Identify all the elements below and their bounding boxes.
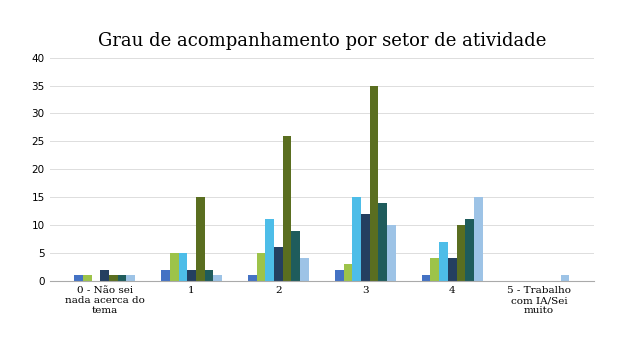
Bar (274, 247, 283, 281)
Bar (283, 136, 292, 281)
Bar (344, 264, 352, 281)
Bar (335, 270, 344, 281)
Bar (178, 253, 187, 281)
Bar (266, 219, 274, 281)
Bar (83, 275, 92, 281)
Bar (465, 219, 474, 281)
Bar (248, 275, 257, 281)
Bar (109, 275, 118, 281)
Bar (448, 258, 457, 281)
Bar (352, 197, 361, 281)
Bar (257, 253, 266, 281)
Bar (187, 270, 196, 281)
Bar (214, 275, 222, 281)
Bar (196, 197, 205, 281)
Bar (387, 225, 396, 281)
Bar (100, 270, 109, 281)
Bar (361, 214, 370, 281)
Bar (300, 258, 309, 281)
Bar (74, 275, 83, 281)
Bar (292, 230, 300, 281)
Bar (205, 270, 214, 281)
Bar (370, 85, 378, 281)
Bar (378, 203, 387, 281)
Bar (474, 197, 483, 281)
Title: Grau de acompanhamento por setor de atividade: Grau de acompanhamento por setor de ativ… (98, 32, 546, 50)
Bar (561, 275, 569, 281)
Bar (118, 275, 126, 281)
Bar (170, 253, 178, 281)
Bar (126, 275, 135, 281)
Bar (430, 258, 439, 281)
Bar (457, 225, 465, 281)
Bar (161, 270, 170, 281)
Bar (439, 242, 448, 281)
Bar (422, 275, 430, 281)
